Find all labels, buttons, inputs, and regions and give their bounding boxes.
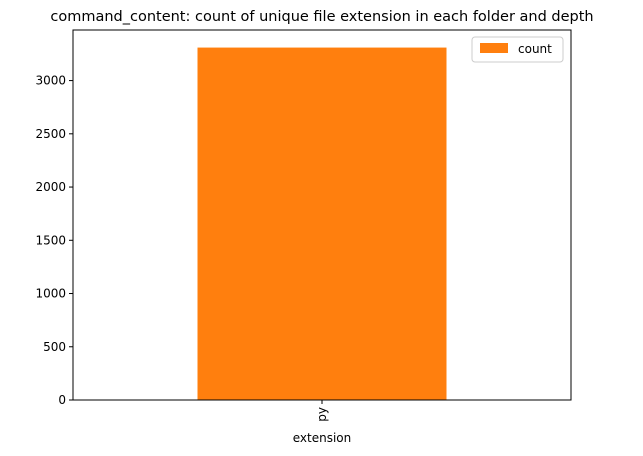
y-tick-label: 3000 — [35, 74, 66, 88]
y-tick-label: 500 — [43, 340, 66, 354]
chart-title: command_content: count of unique file ex… — [50, 9, 593, 25]
y-tick-label: 0 — [58, 393, 66, 407]
y-tick-label: 2000 — [35, 180, 66, 194]
y-tick-label: 1500 — [35, 233, 66, 247]
y-axis-ticks: 0 500 1000 1500 2000 2500 3000 — [35, 74, 73, 407]
y-tick-label: 2500 — [35, 127, 66, 141]
x-axis-ticks: py — [315, 400, 329, 422]
bar-py — [197, 47, 447, 400]
legend-swatch — [480, 43, 508, 53]
x-tick-label: py — [315, 407, 329, 422]
legend: count — [471, 36, 564, 63]
y-tick-label: 1000 — [35, 287, 66, 301]
bars-group — [197, 47, 447, 400]
legend-label: count — [518, 42, 552, 56]
x-axis-label: extension — [293, 431, 352, 445]
